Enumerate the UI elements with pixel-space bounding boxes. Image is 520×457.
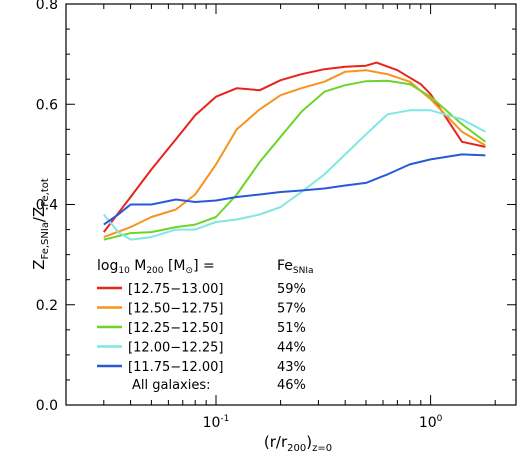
y-tick-label: 0.6 [36, 97, 58, 113]
x-tick-label: 10-1 [203, 414, 230, 431]
legend-all-label: All galaxies: [132, 378, 211, 393]
legend: log10 M200 [M⊙] = FeSNIa [12.75−13.00] 59… [97, 258, 314, 393]
y-tick-label: 0.8 [36, 0, 58, 13]
x-tick-label: 100 [419, 414, 443, 431]
x-axis-label: (r/r200)z=0 [264, 433, 332, 454]
legend-header-mass: log10 M200 [M⊙] = [97, 258, 215, 276]
legend-label-3: [12.25−12.50] [128, 321, 223, 336]
y-tick-label: 0.2 [36, 298, 58, 314]
series-line-1 [103, 61, 486, 233]
legend-all-value: 46% [277, 378, 306, 393]
y-tick-label: 0.4 [36, 198, 58, 214]
legend-value-5: 43% [277, 360, 306, 375]
legend-label-5: [11.75−12.00] [128, 360, 223, 375]
series-lines [103, 61, 486, 241]
legend-value-2: 57% [277, 302, 306, 317]
series-line-5 [103, 153, 486, 226]
legend-header-fe: FeSNIa [277, 258, 314, 276]
series-line-2 [103, 69, 486, 239]
legend-value-4: 44% [277, 341, 306, 356]
y-axis-label: ZFe,SNIa/ZFe,tot [30, 178, 51, 270]
axes: 0.0 0.2 0.4 0.6 0.8 10-1 100 [36, 0, 517, 431]
y-tick-label: 0.0 [36, 398, 58, 414]
legend-value-1: 59% [277, 282, 306, 297]
legend-label-2: [12.50−12.75] [128, 302, 223, 317]
series-line-4 [103, 109, 486, 241]
legend-rows: [12.75−13.00] 59% [12.50−12.75] 57% [12.25−1… [97, 282, 306, 375]
legend-label-4: [12.00−12.25] [128, 341, 223, 356]
legend-value-3: 51% [277, 321, 306, 336]
series-line-3 [103, 79, 486, 241]
legend-label-1: [12.75−13.00] [128, 282, 223, 297]
